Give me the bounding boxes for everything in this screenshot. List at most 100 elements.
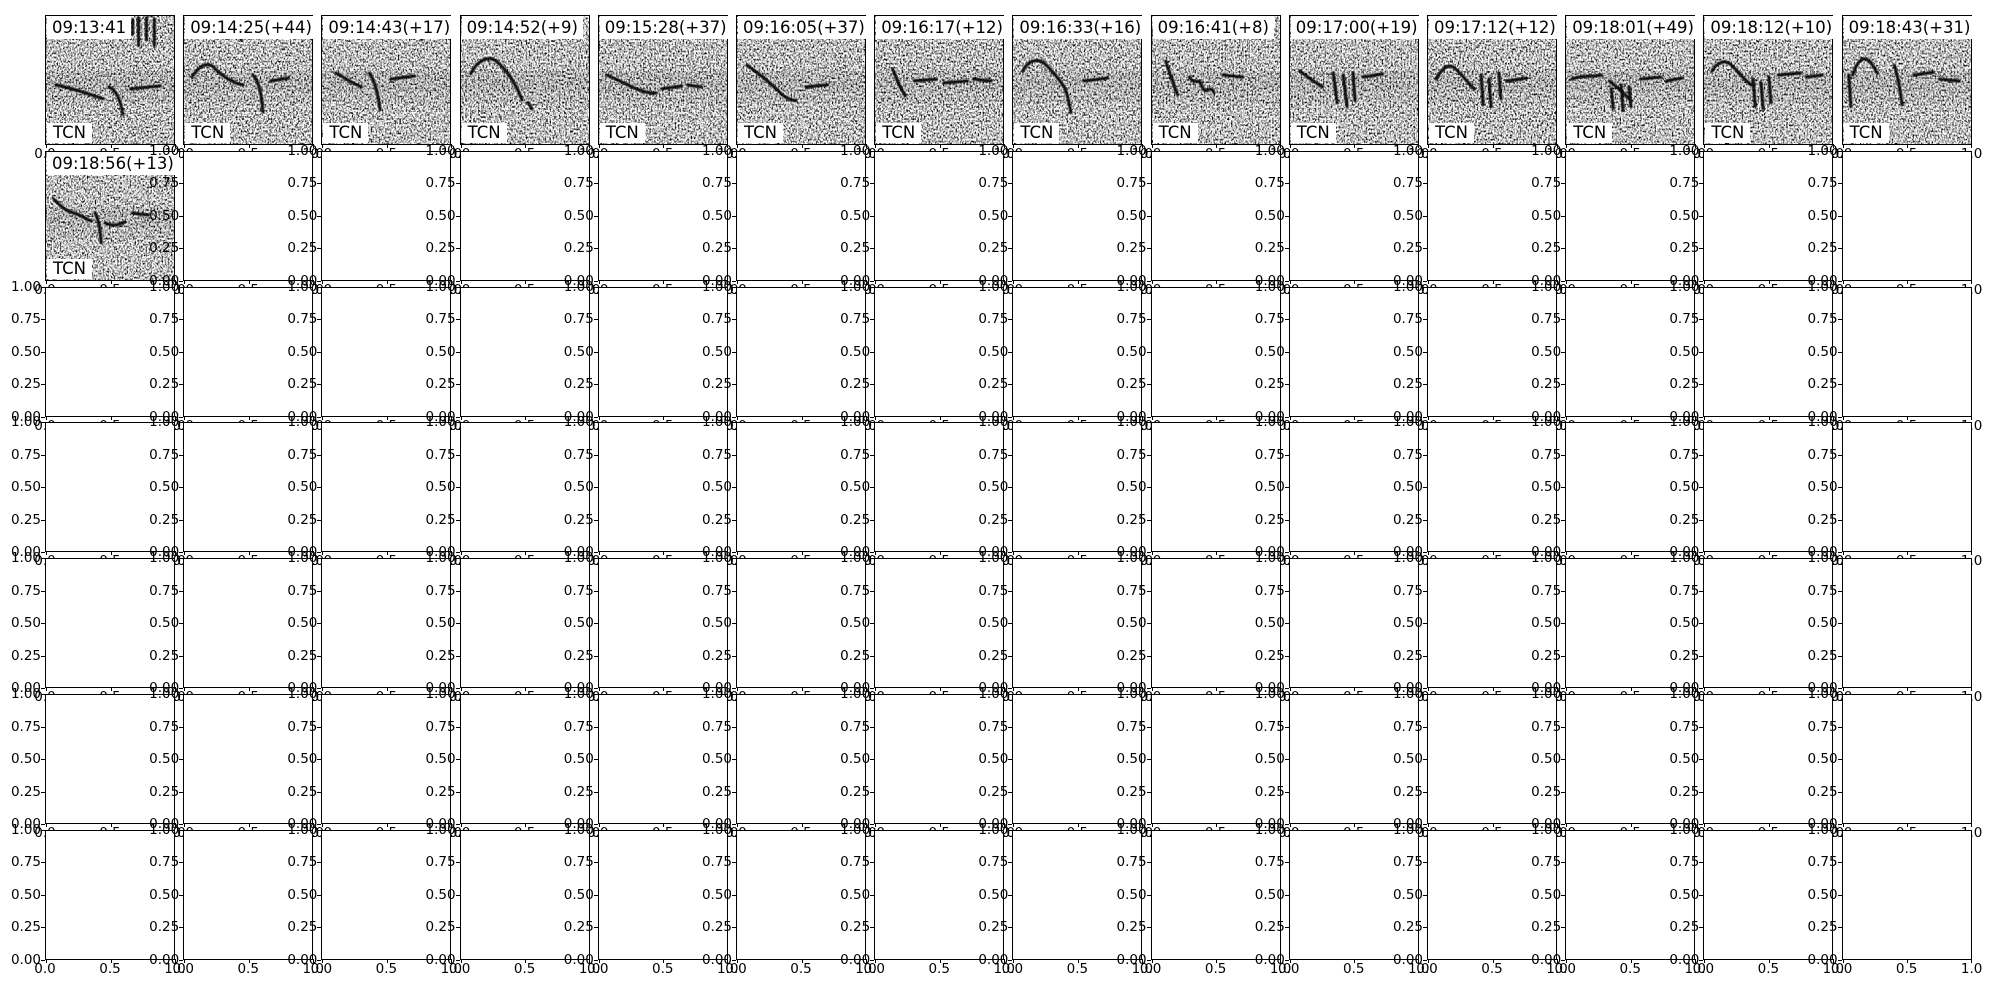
x-tick-mark <box>1492 551 1494 556</box>
y-tick-mark <box>870 759 875 760</box>
empty-axes-panel: 1.000.750.500.250.000.00.51.0 <box>149 416 324 569</box>
y-tick-mark <box>455 384 460 386</box>
spectrogram-band <box>1151 71 1280 93</box>
y-tick-mark <box>1284 623 1289 625</box>
x-tick-label: 1.0 <box>1822 960 1845 977</box>
y-tick-mark <box>1561 150 1566 152</box>
x-tick-mark <box>801 958 803 963</box>
x-tick-mark <box>1842 687 1844 692</box>
y-tick-label: 1.00 <box>840 686 871 702</box>
y-tick-mark <box>455 623 460 625</box>
y-tick-label: 0.75 <box>1116 175 1147 192</box>
spectrogram-band <box>322 71 451 93</box>
y-tick-mark <box>1837 552 1842 554</box>
x-tick-label: 0.5 <box>1895 960 1918 977</box>
y-tick-label: 1.00 <box>149 686 180 702</box>
y-tick-label: 0.25 <box>701 240 732 257</box>
y-tick-mark <box>1561 694 1566 695</box>
y-tick-mark <box>179 351 184 353</box>
empty-axes-panel: 1.000.750.500.250.000.00.51.0 <box>978 416 1153 569</box>
y-tick-mark <box>1008 552 1013 554</box>
y-tick-label: 0.50 <box>1531 479 1562 496</box>
whistle-contour-path <box>1434 64 1529 109</box>
y-tick-mark <box>1837 286 1842 288</box>
spectrogram-timestamp: 09:17:00(+19) <box>1290 16 1423 39</box>
y-tick-mark <box>593 694 598 695</box>
y-tick-mark <box>317 824 322 825</box>
y-tick-label: 1.00 <box>10 686 41 702</box>
y-tick-label: 0.00 <box>1807 680 1838 697</box>
y-tick-mark <box>1423 688 1427 690</box>
y-tick-mark <box>732 824 736 825</box>
x-tick-mark <box>1832 687 1834 692</box>
x-tick-mark <box>184 551 186 556</box>
empty-axes-panel: 1.000.750.500.250.000.00.51.0 <box>564 416 739 569</box>
y-tick-label: 0.50 <box>1531 751 1562 767</box>
x-tick-mark <box>939 144 941 148</box>
y-tick-label: 1.00 <box>701 821 732 838</box>
x-tick-mark <box>1971 279 1973 284</box>
x-tick-label: 1.0 <box>1960 960 1983 977</box>
y-tick-mark <box>179 862 184 864</box>
y-tick-label: 0.00 <box>1531 951 1562 968</box>
y-tick-label: 0.00 <box>1531 544 1562 561</box>
x-tick-mark <box>1289 958 1291 963</box>
y-tick-label: 0.50 <box>978 343 1009 360</box>
y-tick-label: 0.25 <box>563 376 594 393</box>
x-tick-mark <box>1151 823 1153 827</box>
classifier-model-label: TCN <box>1014 123 1060 143</box>
x-tick-mark <box>865 823 867 827</box>
y-tick-mark <box>1699 759 1704 760</box>
y-tick-label: 0.75 <box>1392 175 1423 192</box>
y-tick-mark <box>455 894 460 896</box>
x-tick-mark <box>46 551 47 556</box>
spectrogram-timestamp: 09:16:33(+16) <box>1014 16 1147 39</box>
x-tick-label: 1.0 <box>440 960 463 977</box>
x-tick-mark <box>1354 823 1356 827</box>
x-tick-mark <box>1566 415 1568 420</box>
x-tick-mark <box>1630 144 1632 148</box>
y-tick-label: 1.00 <box>1669 142 1700 159</box>
y-tick-mark <box>317 384 322 386</box>
y-tick-label: 0.25 <box>1669 376 1700 393</box>
x-tick-mark <box>1216 144 1218 148</box>
y-tick-mark <box>732 862 736 864</box>
y-tick-mark <box>1561 655 1566 657</box>
y-tick-mark <box>732 759 736 760</box>
y-tick-label: 0.25 <box>1116 240 1147 257</box>
y-tick-label: 0.25 <box>1254 783 1285 800</box>
y-tick-mark <box>1561 384 1566 386</box>
y-tick-label: 0.75 <box>1392 718 1423 735</box>
y-tick-label: 0.75 <box>1807 446 1838 463</box>
y-tick-label: 0.00 <box>1254 680 1285 697</box>
y-tick-mark <box>317 959 322 961</box>
y-tick-label: 1.00 <box>149 821 180 838</box>
x-tick-mark <box>1428 958 1429 963</box>
x-tick-mark <box>248 415 250 420</box>
y-tick-label: 0.25 <box>149 647 180 664</box>
y-tick-mark <box>317 590 322 592</box>
y-tick-mark <box>1008 590 1013 592</box>
y-tick-mark <box>1284 454 1289 456</box>
y-tick-label: 0.50 <box>1669 207 1700 224</box>
x-tick-mark <box>450 823 452 827</box>
y-tick-label: 0.00 <box>1807 272 1838 289</box>
y-tick-label: 0.75 <box>1254 311 1285 328</box>
x-tick-mark <box>1216 551 1218 556</box>
x-tick-mark <box>1704 687 1706 692</box>
empty-axes-panel: 1.000.750.500.250.000.00.51.0 <box>564 687 739 840</box>
whistle-contour-path <box>468 57 534 111</box>
empty-axes-panel: 1.000.750.500.250.000.00.51.0 <box>978 144 1153 297</box>
y-tick-label: 0.25 <box>287 240 318 257</box>
y-tick-label: 0.75 <box>1254 718 1285 735</box>
empty-axes-panel: 1.000.750.500.250.000.00.51.0 <box>11 551 186 704</box>
y-tick-mark <box>1423 552 1427 554</box>
empty-axes-panel: 1.000.750.500.250.000.00.51.0 <box>1808 416 1983 569</box>
x-tick-mark <box>939 958 941 963</box>
x-tick-mark <box>322 958 324 963</box>
y-tick-label: 0.50 <box>1531 343 1562 360</box>
y-tick-label: 0.25 <box>840 647 871 664</box>
y-tick-mark <box>1008 829 1013 831</box>
y-tick-label: 0.00 <box>840 680 871 697</box>
